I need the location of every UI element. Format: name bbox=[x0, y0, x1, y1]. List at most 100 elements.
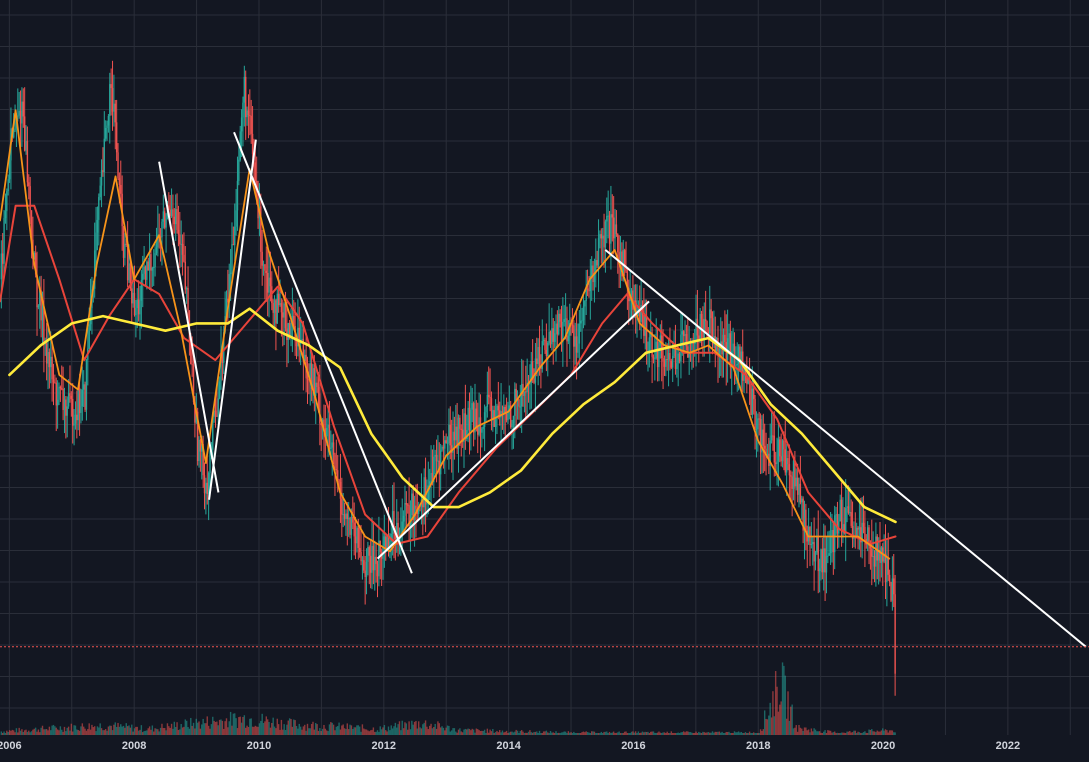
candle-body bbox=[596, 260, 598, 266]
volume-bar bbox=[665, 733, 667, 735]
volume-bar bbox=[667, 733, 670, 735]
candle-body bbox=[122, 226, 125, 258]
volume-bar bbox=[294, 720, 296, 735]
volume-bar bbox=[453, 728, 456, 735]
volume-bar bbox=[320, 731, 322, 735]
volume-bar bbox=[722, 733, 725, 735]
candle-body bbox=[17, 115, 19, 117]
volume-bar bbox=[684, 732, 686, 735]
candle-body bbox=[580, 320, 582, 324]
candle-body bbox=[622, 250, 624, 277]
candle-body bbox=[861, 522, 863, 543]
volume-bar bbox=[558, 732, 560, 735]
volume-bar bbox=[585, 731, 587, 735]
volume-bar bbox=[529, 730, 531, 735]
candle-body bbox=[743, 369, 745, 381]
volume-bar bbox=[827, 730, 829, 735]
candle-body bbox=[610, 214, 612, 244]
candle-body bbox=[798, 483, 800, 495]
candle-body bbox=[393, 511, 395, 531]
candle-body bbox=[132, 292, 134, 304]
volume-bar bbox=[275, 728, 277, 735]
volume-bar bbox=[530, 732, 532, 735]
volume-bar bbox=[501, 730, 504, 735]
candle-body bbox=[755, 429, 758, 431]
volume-bar bbox=[570, 732, 572, 735]
volume-bar bbox=[7, 731, 9, 735]
volume-bar bbox=[30, 731, 33, 735]
volume-bar bbox=[807, 729, 810, 735]
volume-bar bbox=[121, 726, 123, 735]
volume-bar bbox=[753, 732, 755, 735]
volume-bar bbox=[478, 730, 480, 735]
candle-body bbox=[681, 331, 684, 335]
candle-body bbox=[315, 382, 317, 396]
volume-bar bbox=[571, 733, 574, 735]
volume-bar bbox=[639, 733, 641, 735]
volume-bar bbox=[693, 733, 696, 735]
volume-bar bbox=[728, 731, 730, 735]
candle-body bbox=[827, 555, 829, 557]
volume-bar bbox=[750, 733, 752, 735]
candle-body bbox=[107, 116, 110, 126]
volume-bar bbox=[380, 729, 383, 735]
candle-body bbox=[731, 351, 733, 368]
volume-bar bbox=[177, 729, 180, 735]
candle-body bbox=[179, 234, 181, 245]
candle-body bbox=[441, 446, 443, 451]
volume-bar bbox=[154, 728, 156, 735]
volume-bar bbox=[493, 732, 495, 735]
candle-body bbox=[501, 411, 504, 414]
candle-body bbox=[342, 514, 344, 516]
volume-bar bbox=[633, 732, 635, 735]
candle-body bbox=[626, 271, 629, 289]
candle-body bbox=[120, 184, 122, 194]
volume-bar bbox=[497, 732, 500, 735]
volume-bar bbox=[798, 724, 800, 735]
candle-body bbox=[449, 424, 451, 446]
candle-body bbox=[196, 411, 199, 462]
candle-body bbox=[346, 513, 349, 519]
volume-bar bbox=[198, 721, 200, 735]
volume-bar bbox=[176, 722, 178, 735]
volume-bar bbox=[192, 722, 195, 735]
volume-bar bbox=[442, 727, 445, 735]
trendlines[interactable] bbox=[158, 131, 1087, 648]
volume-bar bbox=[544, 731, 546, 735]
volume-bar bbox=[678, 733, 681, 735]
candle-body bbox=[779, 439, 781, 457]
volume-bar bbox=[640, 732, 642, 735]
candle-body bbox=[183, 254, 185, 262]
candle-body bbox=[839, 499, 841, 522]
candle-body bbox=[376, 563, 379, 577]
volume-bar bbox=[431, 728, 434, 735]
candle-body bbox=[45, 343, 48, 364]
volume-bar bbox=[203, 723, 206, 735]
volume-bar bbox=[195, 718, 197, 735]
volume-bar bbox=[273, 726, 276, 735]
volume-bar bbox=[490, 731, 493, 735]
volume-bar bbox=[339, 729, 342, 735]
candle-body bbox=[397, 522, 399, 540]
volume-bar bbox=[643, 732, 645, 735]
volume-bar bbox=[50, 730, 52, 735]
candle-body bbox=[304, 354, 306, 362]
candle-body bbox=[682, 331, 685, 337]
candle-body bbox=[541, 341, 543, 369]
candle-body bbox=[80, 406, 82, 413]
candle-body bbox=[424, 477, 427, 505]
volume-bar bbox=[759, 729, 762, 735]
candle-body bbox=[706, 321, 708, 332]
candle-body bbox=[671, 356, 674, 368]
candle-body bbox=[19, 110, 22, 124]
candle-body bbox=[812, 542, 814, 544]
volume-bar bbox=[378, 731, 380, 735]
candle-body bbox=[784, 449, 786, 473]
candle-body bbox=[374, 556, 376, 571]
volume-bar bbox=[4, 733, 7, 735]
candle-body bbox=[471, 403, 473, 410]
volume-bar bbox=[891, 730, 894, 735]
candle-body bbox=[277, 293, 280, 306]
candle-body bbox=[661, 335, 663, 359]
